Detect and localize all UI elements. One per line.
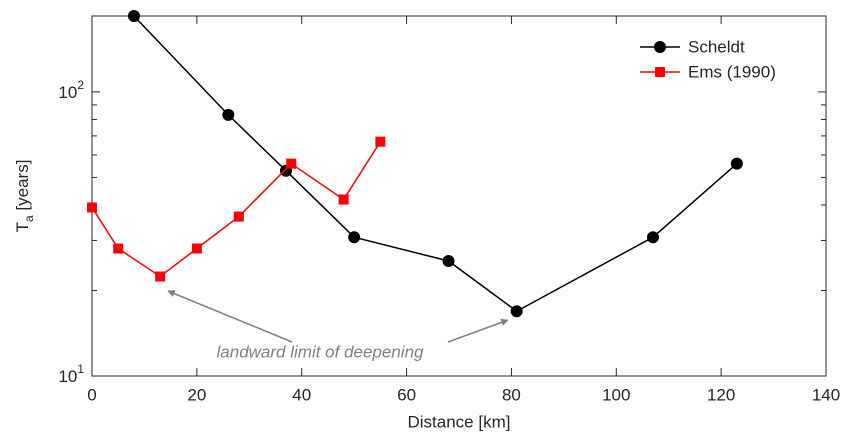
legend-marker <box>655 67 665 77</box>
plot-area <box>91 15 827 377</box>
marker <box>127 10 140 22</box>
marker <box>375 136 386 147</box>
legend-marker <box>654 41 666 53</box>
marker <box>348 231 361 244</box>
x-tick-label: 100 <box>602 385 630 404</box>
marker <box>730 157 743 170</box>
x-tick-label: 20 <box>187 385 206 404</box>
x-tick-label: 80 <box>502 385 521 404</box>
x-tick-label: 120 <box>707 385 735 404</box>
y-tick-label: 102 <box>58 78 84 102</box>
x-tick-label: 0 <box>87 385 96 404</box>
marker <box>510 305 523 318</box>
y-axis-label: Ta [years] <box>13 160 36 233</box>
series-line <box>91 141 381 278</box>
marker <box>338 194 349 205</box>
annotation-arrow <box>447 318 509 343</box>
marker <box>113 243 124 254</box>
marker <box>191 243 202 254</box>
x-axis-label: Distance [km] <box>408 412 511 431</box>
legend-label: Scheldt <box>688 37 745 56</box>
annotation: landward limit of deepening <box>217 342 425 361</box>
x-tick-label: 140 <box>812 385 840 404</box>
y-tick-label: 101 <box>58 362 84 386</box>
marker <box>646 231 659 244</box>
marker <box>222 108 235 121</box>
marker <box>442 254 455 267</box>
x-tick-label: 60 <box>397 385 416 404</box>
marker <box>87 202 97 213</box>
x-tick-label: 40 <box>292 385 311 404</box>
legend-label: Ems (1990) <box>688 62 776 81</box>
marker <box>155 271 166 282</box>
series-line <box>133 15 738 313</box>
marker <box>233 211 244 222</box>
marker <box>286 158 297 169</box>
annotation-arrow <box>167 290 293 343</box>
